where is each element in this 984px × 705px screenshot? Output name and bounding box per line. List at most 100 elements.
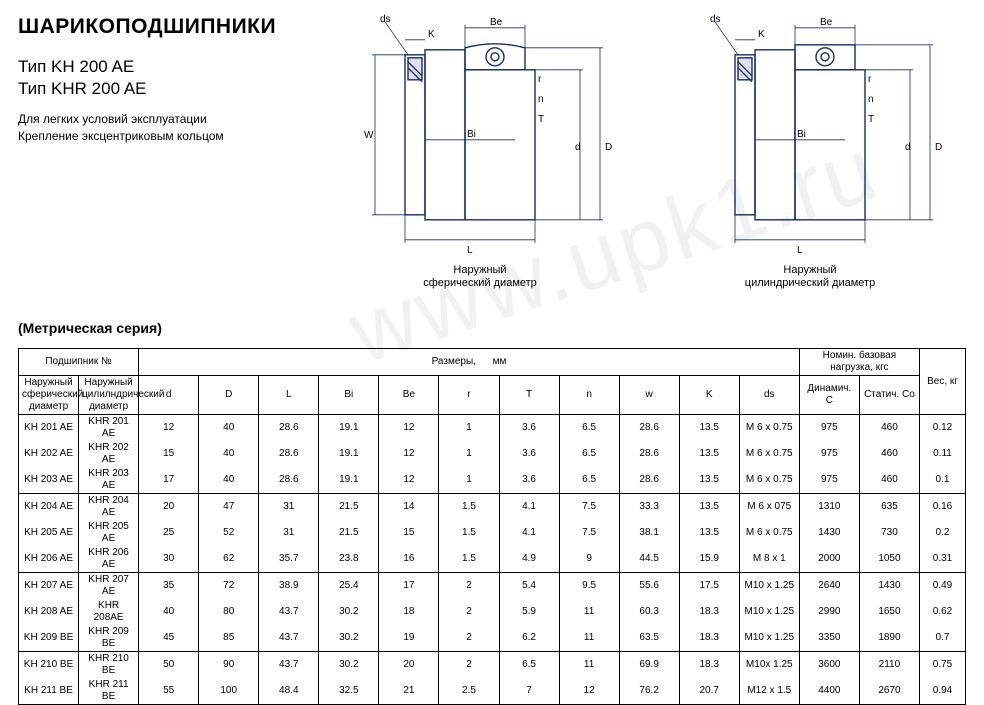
cell-L: 28.6 <box>259 415 319 442</box>
cell-L: 48.4 <box>259 678 319 705</box>
cell-ds: M10 x 1.25 <box>739 573 799 600</box>
cell-T: 5.4 <box>499 573 559 600</box>
diag1-cap-1: Наружный <box>453 264 506 276</box>
dim2-ds: ds <box>710 14 721 25</box>
cell-wt: 0.62 <box>920 599 966 625</box>
cell-r: 2 <box>439 599 499 625</box>
cell-r: 1.5 <box>439 494 499 521</box>
cell-w: 76.2 <box>619 678 679 705</box>
cell-r: 1 <box>439 467 499 494</box>
cell-Bi: 21.5 <box>319 494 379 521</box>
cell-K: 13.5 <box>679 494 739 521</box>
cell-stat: 1430 <box>859 573 919 600</box>
cell-T: 4.9 <box>499 546 559 573</box>
type-line-1: Тип KH 200 AE <box>18 57 318 77</box>
cell-D: 100 <box>199 678 259 705</box>
cell-K: 18.3 <box>679 652 739 679</box>
cell-d: 12 <box>139 415 199 442</box>
dim-ds: ds <box>380 14 391 25</box>
cell-wt: 0.11 <box>920 441 966 467</box>
dim2-Be: Be <box>820 17 833 28</box>
cell-K: 13.5 <box>679 441 739 467</box>
cell-dyn: 4400 <box>799 678 859 705</box>
dim-L: L <box>467 245 473 256</box>
cell-d: 17 <box>139 467 199 494</box>
cell-b: KHR 210 BE <box>79 652 139 679</box>
cell-ds: M 6 x 0.75 <box>739 415 799 442</box>
cell-ds: M 6 x 0.75 <box>739 467 799 494</box>
cell-r: 2 <box>439 652 499 679</box>
hdr-ds: ds <box>739 376 799 415</box>
cell-dyn: 1310 <box>799 494 859 521</box>
cell-w: 33.3 <box>619 494 679 521</box>
cell-wt: 0.31 <box>920 546 966 573</box>
cell-Be: 20 <box>379 652 439 679</box>
cell-d: 40 <box>139 599 199 625</box>
cell-D: 40 <box>199 415 259 442</box>
cell-wt: 0.94 <box>920 678 966 705</box>
cell-D: 40 <box>199 441 259 467</box>
cell-n: 6.5 <box>559 441 619 467</box>
dim2-r: r <box>868 74 872 85</box>
hdr-L: L <box>259 376 319 415</box>
dim-r: r <box>538 74 542 85</box>
cell-dyn: 2990 <box>799 599 859 625</box>
cell-D: 80 <box>199 599 259 625</box>
cell-n: 7.5 <box>559 494 619 521</box>
cell-stat: 460 <box>859 415 919 442</box>
cell-wt: 0.49 <box>920 573 966 600</box>
cell-T: 6.5 <box>499 652 559 679</box>
cell-Be: 12 <box>379 415 439 442</box>
cell-dyn: 3600 <box>799 652 859 679</box>
cell-stat: 2670 <box>859 678 919 705</box>
cell-K: 13.5 <box>679 520 739 546</box>
cell-b: KHR 201 AE <box>79 415 139 442</box>
dim2-K: K <box>758 29 765 40</box>
cell-b: KHR 211 BE <box>79 678 139 705</box>
cell-a: KH 204 AE <box>19 494 79 521</box>
hdr-w: w <box>619 376 679 415</box>
diag2-cap-2: цилиндрический диаметр <box>745 277 875 289</box>
hdr-dyn: Динамич. C <box>799 376 859 415</box>
cell-r: 2 <box>439 573 499 600</box>
hdr-D: D <box>199 376 259 415</box>
cell-T: 5.9 <box>499 599 559 625</box>
hdr-cyl: Наружный цилилндрический диаметр <box>79 376 139 415</box>
cell-Bi: 19.1 <box>319 467 379 494</box>
diagram-spherical: ds Be K Bi r n T W d D L Наружный сферич… <box>320 0 640 290</box>
hdr-bearing-no: Подшипник № <box>19 349 139 376</box>
cell-T: 3.6 <box>499 467 559 494</box>
table-row: KH 207 AEKHR 207 AE357238.925.41725.49.5… <box>19 573 966 600</box>
cell-a: KH 201 AE <box>19 415 79 442</box>
cell-ds: M10 x 1.25 <box>739 599 799 625</box>
dim-W: W <box>364 130 374 141</box>
cell-stat: 2110 <box>859 652 919 679</box>
hdr-weight: Вес, кг <box>920 349 966 415</box>
hdr-dimensions: Размеры, мм <box>139 349 800 376</box>
cell-w: 28.6 <box>619 415 679 442</box>
cell-stat: 635 <box>859 494 919 521</box>
cell-b: KHR 204 AE <box>79 494 139 521</box>
cell-n: 6.5 <box>559 415 619 442</box>
cell-ds: M 6 x 075 <box>739 494 799 521</box>
cell-K: 13.5 <box>679 415 739 442</box>
dim-D: D <box>605 142 612 153</box>
cell-Bi: 30.2 <box>319 652 379 679</box>
cell-K: 13.5 <box>679 467 739 494</box>
cell-a: KH 211 BE <box>19 678 79 705</box>
cell-Be: 12 <box>379 467 439 494</box>
type-line-2: Тип KHR 200 AE <box>18 79 318 99</box>
cell-ds: M12 x 1.5 <box>739 678 799 705</box>
cell-r: 1.5 <box>439 546 499 573</box>
hdr-sph: Наружный сферический диаметр <box>19 376 79 415</box>
hdr-K: K <box>679 376 739 415</box>
cell-T: 3.6 <box>499 415 559 442</box>
table-row: KH 204 AEKHR 204 AE20473121.5141.54.17.5… <box>19 494 966 521</box>
hdr-Be: Be <box>379 376 439 415</box>
cell-ds: M 6 x 0.75 <box>739 520 799 546</box>
cell-a: KH 203 AE <box>19 467 79 494</box>
cell-b: KHR 202 AE <box>79 441 139 467</box>
cell-Be: 18 <box>379 599 439 625</box>
cell-b: KHR 208AE <box>79 599 139 625</box>
cell-w: 69.9 <box>619 652 679 679</box>
